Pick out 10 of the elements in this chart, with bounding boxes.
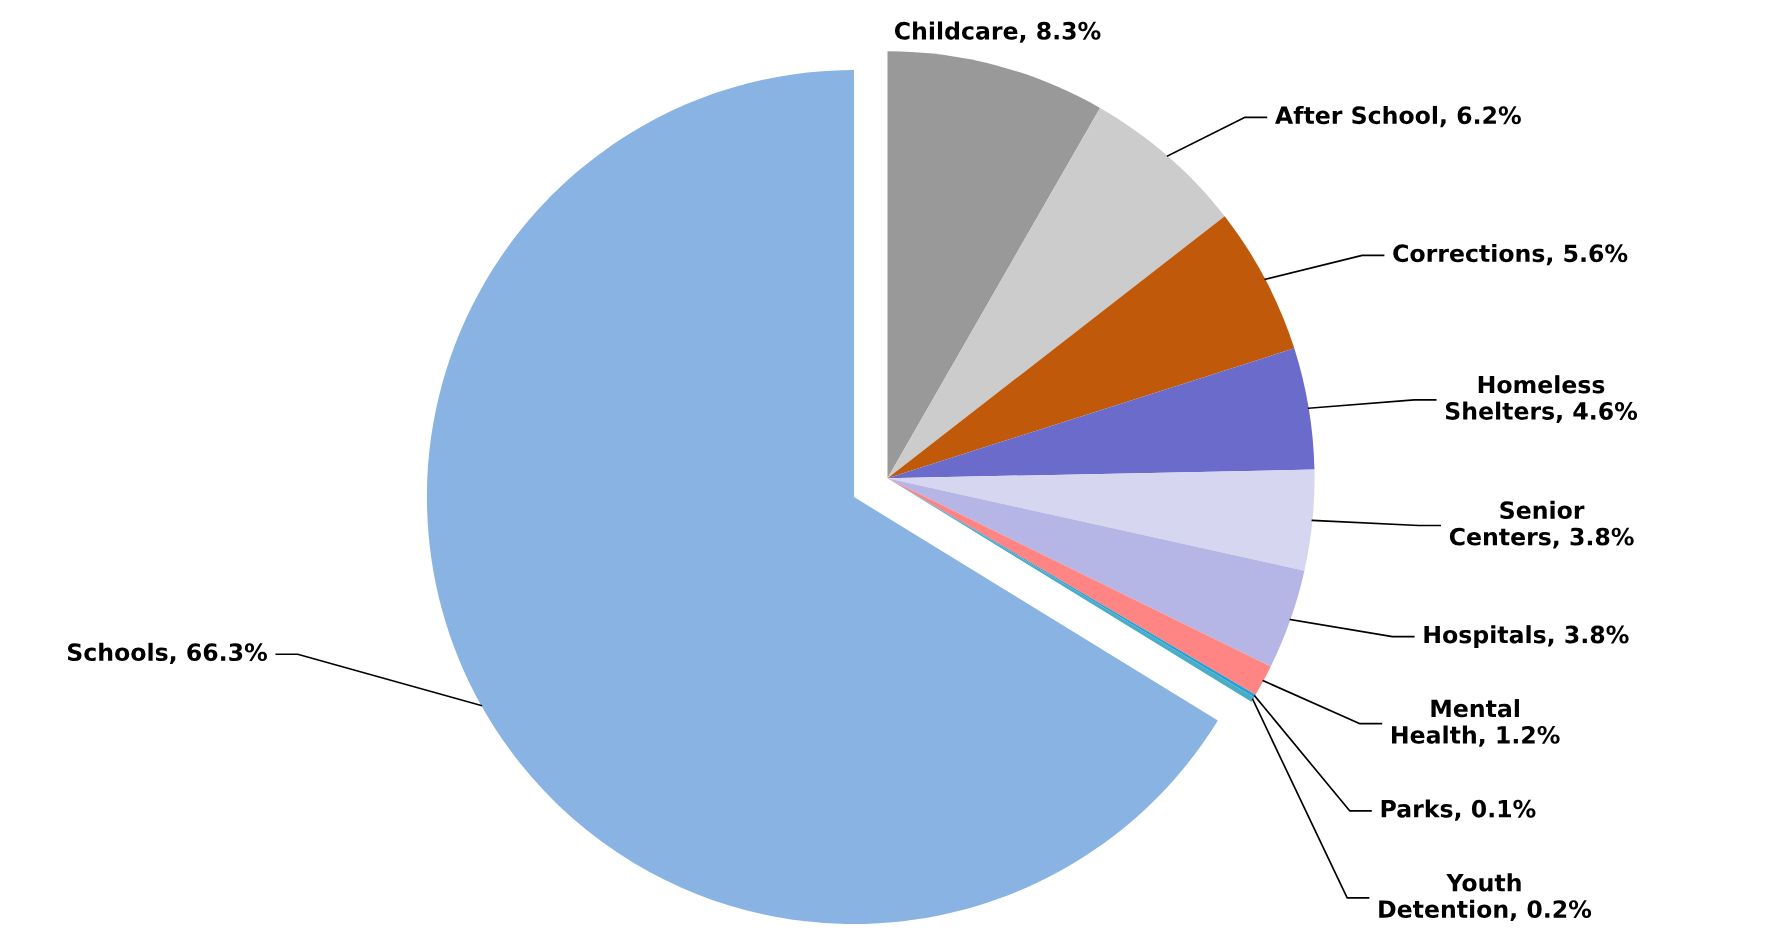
slice-label: Parks, 0.1%: [1381, 799, 1536, 821]
slice-label: Schools, 66.3%: [67, 642, 268, 665]
slice-label: Hospitals, 3.8%: [1424, 625, 1629, 649]
slice-label: Senior Centers, 3.8%: [1449, 500, 1634, 549]
slice-label: Youth Detention, 0.2%: [1379, 873, 1592, 922]
slice-label: Corrections, 5.6%: [1393, 243, 1628, 266]
slice-label: Homeless Shelters, 4.6%: [1445, 375, 1638, 423]
slice-label: Mental Health, 1.2%: [1392, 699, 1560, 747]
slice-label: Childcare, 8.3%: [894, 21, 1101, 43]
slice-label: After School, 6.2%: [1275, 105, 1521, 128]
